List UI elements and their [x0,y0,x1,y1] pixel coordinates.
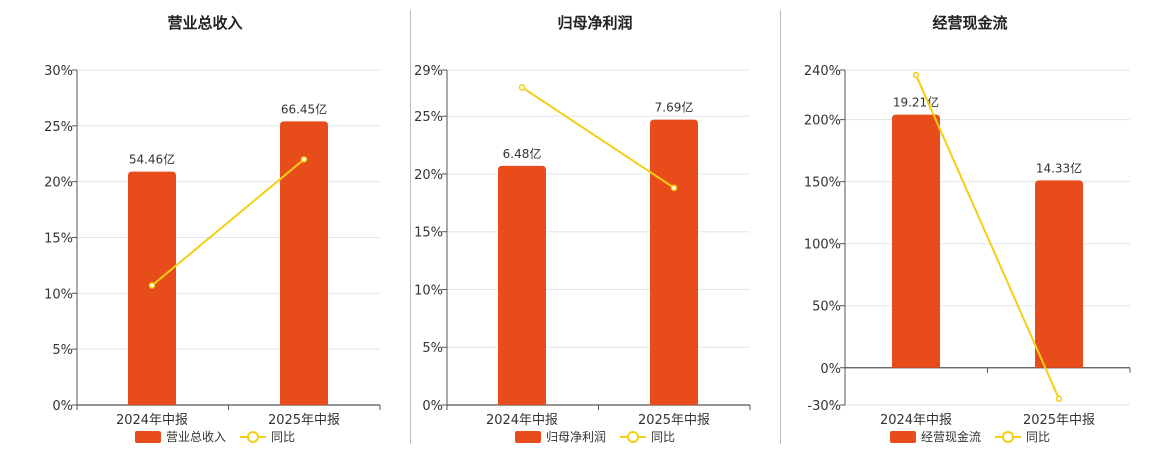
legend-label: 同比 [271,430,296,444]
chart-panel-cash-flow: 经营现金流 -30% 0% 50% 100% 150% 200% 240% 19.21亿 14.… [780,0,1160,450]
y-tick-label: 100% [804,238,841,253]
bar-value-label: 19.21亿 [893,95,939,110]
y-tick-label: 20% [44,176,73,191]
chart-panel-revenue: 营业总收入 0% 5% 10% 15% 20% 25% 30% 54.46亿 66.45亿 202… [0,0,410,450]
legend-item-line[interactable]: 同比 [995,428,1050,445]
y-tick-label: 10% [44,287,73,302]
y-tick-label: 30% [44,64,73,79]
y-tick-label: 20% [414,168,443,183]
chart-panel-net-profit: 归母净利润 0% 5% 10% 15% 20% 25% 29% 6.48亿 7.69亿 2024年… [410,0,780,450]
y-tick-label: 15% [44,232,73,247]
chart-title: 归母净利润 [557,14,633,32]
bar-value-label: 6.48亿 [503,146,542,161]
y-tick-label: 29% [414,64,443,79]
x-tick-label: 2025年中报 [1023,413,1095,428]
y-tick-label: 5% [422,341,443,356]
legend-item-line[interactable]: 同比 [240,428,295,445]
x-tick-label: 2024年中报 [116,413,188,428]
yoy-point [518,84,526,91]
y-tick-label: 150% [804,176,841,191]
legend-line-swatch [620,430,646,443]
legend-bar-swatch [889,430,916,443]
legend-line-swatch [240,430,266,443]
legend-label: 同比 [651,430,676,444]
y-tick-label: 5% [52,343,73,358]
bar-value-label: 66.45亿 [281,101,327,116]
legend-item-bar[interactable]: 归母净利润 [514,428,606,445]
y-tick-label: 25% [414,110,443,125]
x-tick-label: 2025年中报 [268,413,340,428]
legend-label: 营业总收入 [165,430,226,444]
cash-flow-chart: -30% 0% 50% 100% 150% 200% 240% 19.21亿 14.33亿 202… [804,64,1131,428]
revenue-chart: 0% 5% 10% 15% 20% 25% 30% 54.46亿 66.45亿 2024年中报 20… [44,64,381,428]
bar [650,119,698,405]
legend-label: 归母净利润 [545,430,606,444]
legend-item-line[interactable]: 同比 [620,428,675,445]
panel-divider [780,10,781,444]
bar-value-label: 54.46亿 [129,152,175,167]
y-tick-label: 0% [422,399,443,414]
legend-label: 同比 [1026,430,1051,444]
yoy-point [300,156,308,163]
net-profit-chart: 0% 5% 10% 15% 20% 25% 29% 6.48亿 7.69亿 2024年中报 2025… [414,64,751,428]
y-tick-label: 0% [52,399,73,414]
y-tick-label: 200% [804,114,841,129]
yoy-line [915,74,1060,400]
y-tick-label: 15% [414,226,443,241]
bar [498,165,546,405]
x-tick-label: 2025年中报 [638,413,710,428]
chart-title: 经营现金流 [932,14,1008,32]
bar [1035,180,1083,368]
x-tick-label: 2024年中报 [486,413,558,428]
chart-legend: 归母净利润 同比 [410,428,780,445]
panel-divider [410,10,411,444]
bar-value-label: 7.69亿 [655,100,694,115]
y-tick-label: 25% [44,120,73,135]
legend-bar-swatch [514,430,541,443]
x-tick-label: 2024年中报 [880,413,952,428]
y-tick-label: 0% [820,362,841,377]
y-tick-label: 10% [414,283,443,298]
legend-bar-swatch [134,430,161,443]
legend-line-swatch [995,430,1021,443]
y-tick-label: -30% [807,399,841,414]
y-tick-label: 240% [804,64,841,79]
yoy-point [670,184,678,192]
yoy-line [521,86,675,189]
chart-legend: 营业总收入 同比 [20,428,410,445]
legend-label: 经营现金流 [920,430,981,444]
y-tick-label: 50% [812,300,841,315]
chart-legend: 经营现金流 同比 [780,428,1160,445]
yoy-point [148,282,156,289]
legend-item-bar[interactable]: 经营现金流 [889,428,981,445]
bar-value-label: 14.33亿 [1036,160,1082,175]
bar [892,114,940,368]
yoy-point [1055,395,1063,403]
yoy-point [912,71,920,79]
chart-title: 营业总收入 [167,14,243,32]
yoy-line [151,158,305,287]
bar [280,121,328,405]
legend-item-bar[interactable]: 营业总收入 [134,428,226,445]
